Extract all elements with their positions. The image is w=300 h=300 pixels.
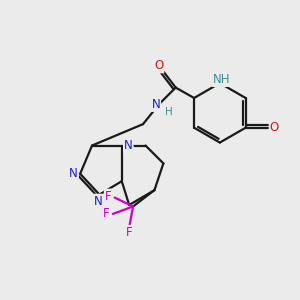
Text: O: O <box>270 121 279 134</box>
Text: F: F <box>103 207 110 220</box>
Text: N: N <box>152 98 160 111</box>
Text: F: F <box>105 190 111 202</box>
Text: NH: NH <box>213 73 230 86</box>
Text: N: N <box>69 167 78 180</box>
Text: F: F <box>126 226 132 239</box>
Text: O: O <box>154 59 164 72</box>
Text: H: H <box>165 107 173 117</box>
Text: N: N <box>94 195 102 208</box>
Text: N: N <box>124 139 133 152</box>
